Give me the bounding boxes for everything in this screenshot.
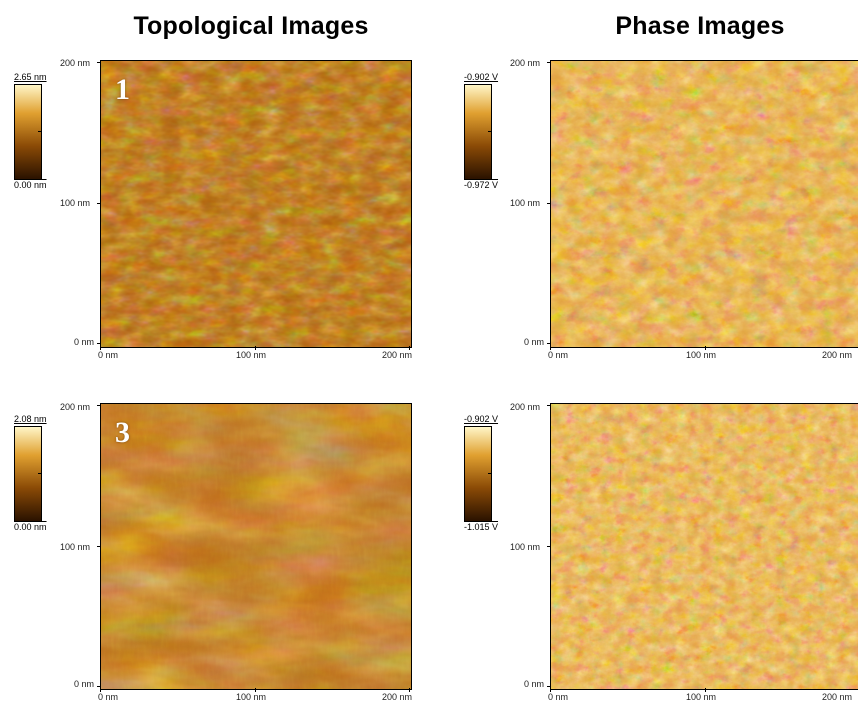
y-tick-mid: 100 nm <box>60 198 91 208</box>
sample-number-label: 3 <box>115 416 130 449</box>
scale-min-label: 0.00 nm <box>14 522 47 532</box>
y-tick-top: 200 nm <box>510 58 541 68</box>
x-tick-left: 0 nm <box>98 350 119 360</box>
phase-scale-bar <box>464 426 492 522</box>
x-tick-right: 200 nm <box>382 692 413 702</box>
y-tick-mid: 100 nm <box>510 542 541 552</box>
x-tick-left: 0 nm <box>548 692 569 702</box>
afm-phase-image <box>550 60 858 348</box>
phase-scale-bar <box>464 84 492 180</box>
y-tick-bottom: 0 nm <box>524 679 545 689</box>
x-tick-mid: 100 nm <box>236 692 267 702</box>
scale-min-label: 0.00 nm <box>14 180 47 190</box>
scale-max-label: -0.902 V <box>464 72 499 82</box>
scale-max-label: 2.65 nm <box>14 72 47 82</box>
x-tick-right: 200 nm <box>822 350 853 360</box>
y-tick-top: 200 nm <box>510 402 541 412</box>
x-tick-left: 0 nm <box>548 350 569 360</box>
y-tick-bottom: 0 nm <box>524 337 545 347</box>
x-tick-right: 200 nm <box>822 692 853 702</box>
x-tick-mid: 100 nm <box>236 350 267 360</box>
y-tick-mid: 100 nm <box>510 198 541 208</box>
x-tick-mid: 100 nm <box>686 350 717 360</box>
y-tick-top: 200 nm <box>60 402 91 412</box>
scale-min-label: -0.972 V <box>464 180 499 190</box>
scale-max-label: -0.902 V <box>464 414 499 424</box>
y-tick-bottom: 0 nm <box>74 337 95 347</box>
scale-max-label: 2.08 nm <box>14 414 47 424</box>
scale-min-label: -1.015 V <box>464 522 499 532</box>
y-tick-mid: 100 nm <box>60 542 91 552</box>
x-tick-left: 0 nm <box>98 692 119 702</box>
y-tick-bottom: 0 nm <box>74 679 95 689</box>
height-scale-bar <box>14 426 42 522</box>
height-scale-bar <box>14 84 42 180</box>
x-tick-right: 200 nm <box>382 350 413 360</box>
afm-phase-image <box>550 403 858 690</box>
topological-images-title: Topological Images <box>133 12 369 40</box>
afm-topography-image: 1 <box>100 60 412 348</box>
y-tick-top: 200 nm <box>60 58 91 68</box>
afm-topography-image: 3 <box>100 403 412 690</box>
phase-images-title: Phase Images <box>615 12 785 40</box>
x-tick-mid: 100 nm <box>686 692 717 702</box>
sample-number-label: 1 <box>115 73 130 106</box>
